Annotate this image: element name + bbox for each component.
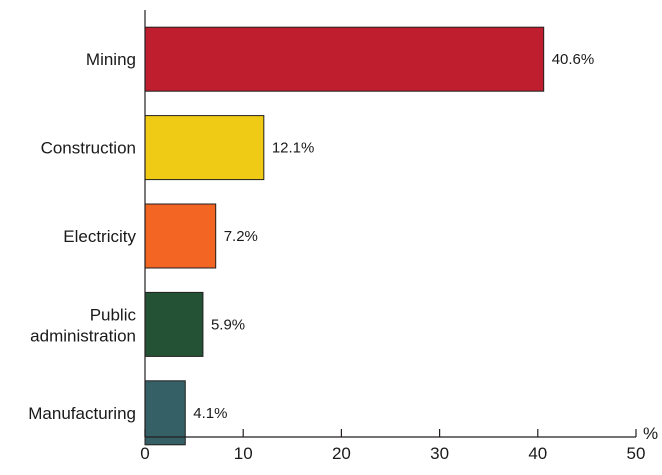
category-label-construction: Construction (41, 139, 136, 158)
axes-layer (144, 10, 637, 438)
category-label-public-administration: Public administration (30, 305, 136, 345)
category-label-manufacturing: Manufacturing (28, 404, 136, 423)
value-label-mining: 40.6% (552, 51, 595, 68)
x-tick-label-40: 40 (528, 444, 547, 463)
bar-public-administration (144, 291, 204, 357)
x-unit-label: % (643, 424, 658, 443)
category-label-electricity: Electricity (63, 227, 136, 246)
value-label-public-administration: 5.9% (211, 316, 245, 333)
category-label-line: Public (90, 305, 137, 324)
x-tick-label-0: 0 (140, 444, 149, 463)
labels-layer: 40.6% Mining 12.1% Construction 7.2% Electric… (28, 50, 658, 463)
category-label-mining: Mining (86, 50, 136, 69)
value-label-construction: 12.1% (272, 140, 315, 157)
x-tick-label-10: 10 (234, 444, 253, 463)
value-label-electricity: 7.2% (224, 228, 258, 245)
bar-manufacturing (144, 380, 186, 446)
x-tick-label-30: 30 (430, 444, 449, 463)
bar-electricity (144, 203, 217, 269)
value-label-manufacturing: 4.1% (193, 405, 227, 422)
x-tick-label-50: 50 (627, 444, 646, 463)
x-tick-label-20: 20 (332, 444, 351, 463)
bar-construction (144, 115, 265, 181)
category-label-line: administration (30, 326, 136, 345)
bar-mining (144, 26, 545, 92)
bars-layer (144, 26, 545, 446)
